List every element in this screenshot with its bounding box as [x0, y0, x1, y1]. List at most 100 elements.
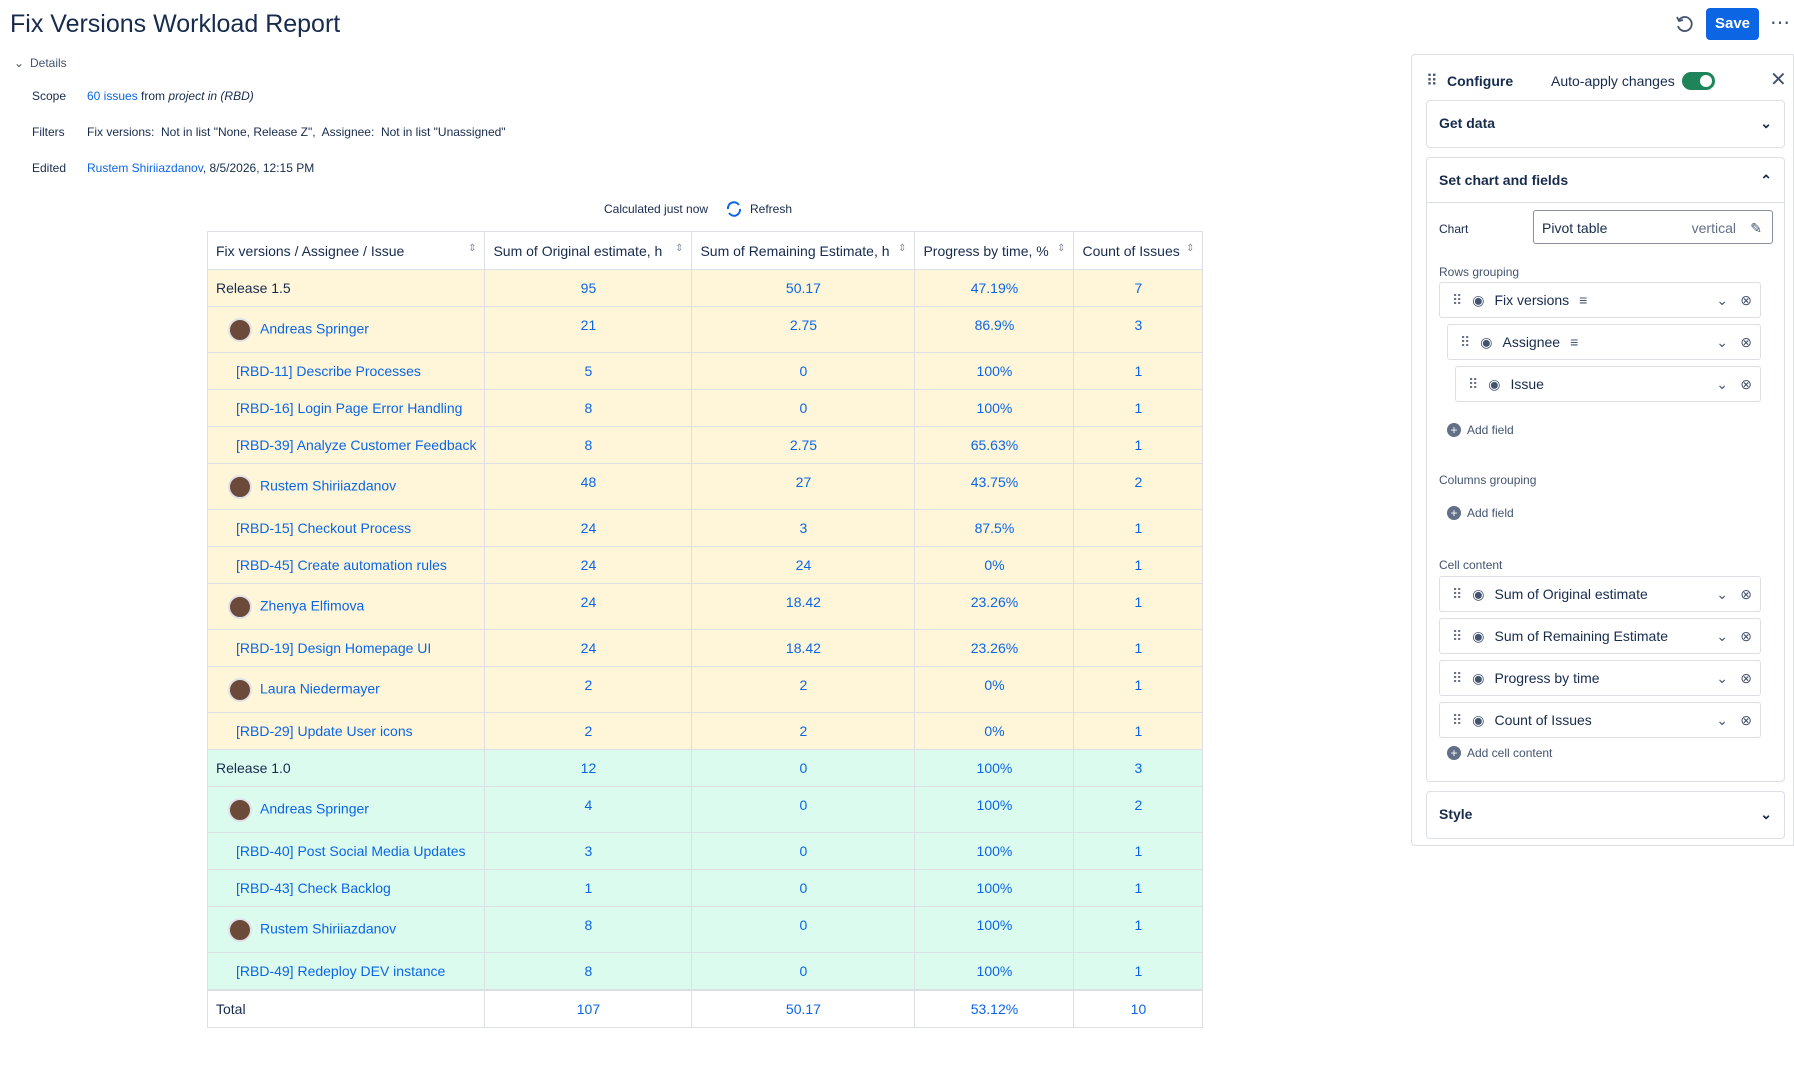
total-row: Total 107 50.17 53.12% 10 [206, 989, 1204, 1028]
issue-label[interactable]: [RBD-45] Create automation rules [236, 557, 447, 573]
column-header[interactable]: Sum of Original estimate, h ⇕ [484, 231, 693, 270]
remove-icon[interactable]: ⊗ [1740, 711, 1752, 728]
add-button[interactable]: + Add field [1447, 506, 1514, 520]
assignee-label[interactable]: Laura Niedermayer [260, 680, 380, 697]
plus-icon: + [1447, 746, 1461, 760]
column-header[interactable]: Sum of Remaining Estimate, h ⇕ [691, 231, 916, 270]
drag-handle[interactable]: ⠿ [1426, 73, 1438, 90]
row-label-cell: Andreas Springer [206, 306, 486, 353]
row-label-cell: [RBD-11] Describe Processes [206, 352, 486, 390]
style-section[interactable]: Style ⌄ [1426, 791, 1785, 839]
refresh-icon[interactable] [724, 199, 744, 219]
value-cell: 24 [484, 509, 693, 547]
sort-icon: ⇕ [675, 242, 684, 254]
value-cell: 0 [691, 352, 916, 390]
assignee-row: Laura Niedermayer 2 2 0% 1 [206, 666, 1204, 713]
total-cell: 107 [484, 989, 693, 1028]
field-item[interactable]: ⠿ ◉ Sum of Original estimate ⌄ ⊗ [1439, 576, 1761, 612]
column-header[interactable]: Count of Issues ⇕ [1073, 231, 1204, 270]
chart-value: Pivot table [1542, 220, 1608, 236]
sort-icon: ⇕ [898, 242, 907, 254]
assignee-label[interactable]: Zhenya Elfimova [260, 597, 365, 614]
avatar [228, 474, 252, 499]
assignee-label[interactable]: Andreas Springer [260, 800, 369, 817]
issue-row: [RBD-11] Describe Processes 5 0 100% 1 [206, 352, 1204, 390]
value-cell: 1 [1073, 952, 1204, 990]
value-cell: 0 [691, 952, 916, 990]
avatar [228, 317, 252, 342]
more-menu[interactable]: ⋯ [1770, 12, 1790, 34]
row-label-cell: [RBD-40] Post Social Media Updates [206, 832, 486, 870]
total-cell: 53.12% [914, 989, 1075, 1028]
issue-label[interactable]: [RBD-49] Redeploy DEV instance [236, 962, 446, 979]
value-cell: 24 [691, 546, 916, 584]
value-cell: 18.42 [691, 629, 916, 667]
drag-icon: ⠿ [1452, 669, 1463, 686]
assignee-label[interactable]: Rustem Shiriiazdanov [260, 920, 397, 937]
remove-icon[interactable]: ⊗ [1740, 333, 1752, 350]
issue-label[interactable]: [RBD-29] Update User icons [236, 723, 413, 739]
add-button[interactable]: + Add field [1447, 423, 1514, 437]
details-caret[interactable]: ⌄ [14, 56, 25, 70]
value-cell: 48 [484, 463, 693, 510]
column-header[interactable]: Progress by time, % ⇕ [914, 231, 1075, 270]
value-cell: 65.63% [914, 426, 1075, 464]
assignee-row: Rustem Shiriiazdanov 8 0 100% 1 [206, 906, 1204, 953]
section-label: Columns grouping [1439, 473, 1537, 487]
remove-icon[interactable]: ⊗ [1740, 669, 1752, 686]
filters-label: Filters [32, 125, 65, 139]
reset-icon[interactable] [1674, 14, 1694, 34]
close-button[interactable]: ✕ [1770, 69, 1787, 91]
row-label-cell: [RBD-16] Login Page Error Handling [206, 389, 486, 427]
drag-icon: ⠿ [1468, 375, 1479, 392]
report-title: Fix Versions Workload Report [10, 10, 341, 38]
row-label-cell: [RBD-15] Checkout Process [206, 509, 486, 547]
remove-icon[interactable]: ⊗ [1740, 291, 1752, 308]
scope-line: 60 issues from project in (RBD) [87, 89, 254, 103]
avatar [228, 797, 252, 822]
field-item[interactable]: ⠿ ◉ Issue ⌄ ⊗ [1455, 366, 1761, 402]
edited-user[interactable]: Rustem Shiriiazdanov [87, 161, 203, 175]
chevron: ⌄ [1716, 291, 1728, 308]
chart-select[interactable]: Pivot table vertical ✎ [1533, 210, 1773, 244]
field-item[interactable]: ⠿ ◉ Sum of Remaining Estimate ⌄ ⊗ [1439, 618, 1761, 654]
value-cell: 100% [914, 832, 1075, 870]
set-chart-title[interactable]: Set chart and fields [1439, 172, 1569, 188]
add-button[interactable]: + Add cell content [1447, 746, 1552, 760]
issue-label[interactable]: [RBD-11] Describe Processes [236, 363, 421, 379]
remove-icon[interactable]: ⊗ [1740, 375, 1752, 392]
save-button[interactable]: Save [1706, 8, 1759, 40]
get-data-section[interactable]: Get data ⌄ [1426, 100, 1785, 148]
value-cell: 8 [484, 426, 693, 464]
value-cell: 2 [1073, 786, 1204, 833]
assignee-label[interactable]: Rustem Shiriiazdanov [260, 477, 397, 494]
filter-icon: ≡ [1579, 292, 1588, 308]
assignee-label[interactable]: Andreas Springer [260, 320, 369, 337]
field-item[interactable]: ⠿ ◉ Progress by time ⌄ ⊗ [1439, 660, 1761, 696]
issue-label[interactable]: [RBD-39] Analyze Customer Feedback [236, 437, 477, 453]
refresh-link[interactable]: Refresh [750, 202, 793, 216]
remove-icon[interactable]: ⊗ [1740, 585, 1752, 602]
issue-label[interactable]: [RBD-40] Post Social Media Updates [236, 843, 466, 859]
auto-apply-toggle[interactable] [1682, 72, 1715, 90]
field-item[interactable]: ⠿ ◉ Assignee ≡ ⌄ ⊗ [1447, 324, 1761, 360]
value-cell: 0 [691, 749, 916, 787]
issue-label[interactable]: [RBD-15] Checkout Process [236, 520, 412, 536]
column-title: Sum of Remaining Estimate, h [700, 242, 890, 259]
column-header[interactable]: Fix versions / Assignee / Issue ⇕ [206, 231, 486, 270]
issue-label[interactable]: [RBD-43] Check Backlog [236, 880, 391, 896]
total-label: Total [206, 989, 486, 1028]
value-cell: 4 [484, 786, 693, 833]
remove-icon[interactable]: ⊗ [1740, 627, 1752, 644]
issue-label[interactable]: [RBD-16] Login Page Error Handling [236, 400, 463, 416]
issue-label[interactable]: [RBD-19] Design Homepage UI [236, 640, 432, 656]
value-cell: 0 [691, 906, 916, 953]
chevron: ⌄ [1716, 669, 1728, 686]
field-item[interactable]: ⠿ ◉ Count of Issues ⌄ ⊗ [1439, 702, 1761, 738]
value-cell: 1 [1073, 352, 1204, 390]
field-item[interactable]: ⠿ ◉ Fix versions ≡ ⌄ ⊗ [1439, 282, 1761, 318]
details-toggle[interactable]: Details [30, 56, 67, 70]
configure-panel: ⠿ Configure Auto-apply changes ✕ Get dat… [1411, 54, 1794, 846]
value-cell: 24 [484, 546, 693, 584]
scope-link[interactable]: 60 issues [87, 89, 138, 103]
